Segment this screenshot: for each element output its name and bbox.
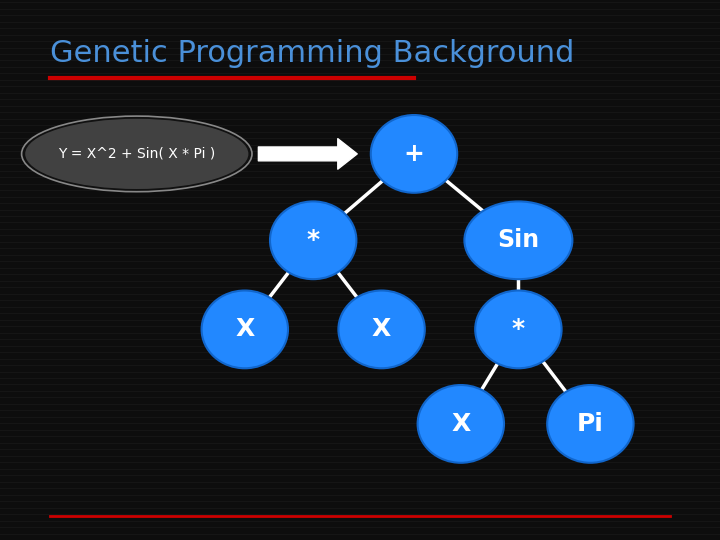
Text: *: *: [307, 228, 320, 252]
Ellipse shape: [22, 116, 252, 192]
Ellipse shape: [547, 385, 634, 463]
Text: Sin: Sin: [498, 228, 539, 252]
Text: Y = X^2 + Sin( X * Pi ): Y = X^2 + Sin( X * Pi ): [58, 147, 215, 161]
Text: X: X: [235, 318, 254, 341]
Ellipse shape: [338, 291, 425, 368]
Text: Pi: Pi: [577, 412, 604, 436]
Ellipse shape: [25, 119, 248, 189]
Ellipse shape: [202, 291, 288, 368]
Ellipse shape: [371, 115, 457, 193]
FancyArrowPatch shape: [258, 139, 357, 169]
Ellipse shape: [418, 385, 504, 463]
Text: X: X: [372, 318, 391, 341]
Ellipse shape: [464, 201, 572, 279]
Text: X: X: [451, 412, 470, 436]
Text: Genetic Programming Background: Genetic Programming Background: [50, 39, 575, 69]
Text: *: *: [512, 318, 525, 341]
Ellipse shape: [270, 201, 356, 279]
Text: +: +: [404, 142, 424, 166]
Ellipse shape: [475, 291, 562, 368]
